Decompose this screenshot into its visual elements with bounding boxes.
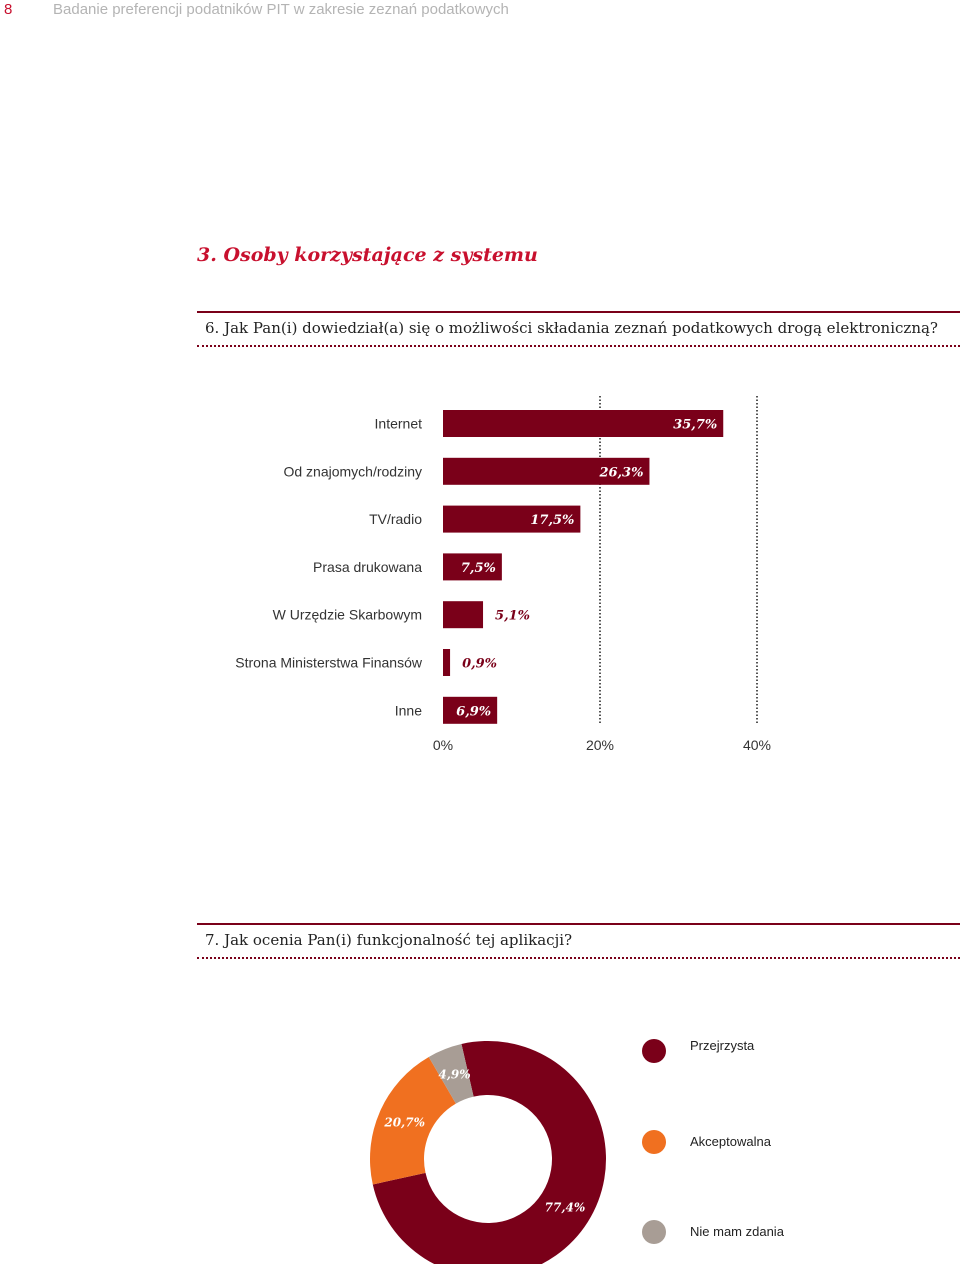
bar-value-label: 35,7% (673, 418, 717, 433)
bar (443, 410, 724, 437)
x-tick-label: 40% (743, 737, 771, 753)
legend-swatch (642, 1130, 666, 1154)
bar (443, 553, 502, 581)
x-tick-label: 0% (433, 737, 453, 753)
legend-label: Akceptowalna (690, 1134, 772, 1149)
bar-value-label: 17,5% (530, 513, 574, 528)
pie-value-label: 77,4% (545, 1201, 586, 1215)
bar-value-label: 5,1% (495, 609, 530, 624)
pie-slice (369, 1056, 456, 1185)
question-6-title: 6. Jak Pan(i) dowiedział(a) się o możliw… (205, 319, 938, 337)
running-title: Badanie preferencji podatników PIT w zak… (53, 1, 509, 18)
question-6-dotted-rule (197, 345, 960, 347)
question-7-top-rule (197, 923, 960, 925)
bar (443, 601, 484, 629)
bar (443, 649, 451, 676)
bar-category-label: TV/radio (369, 511, 422, 527)
bar-value-label: 26,3% (598, 465, 643, 480)
pie-slice (428, 1044, 474, 1104)
bar-category-label: W Urzędzie Skarbowym (273, 607, 422, 623)
pie-value-label: 4,9% (438, 1067, 470, 1081)
section-title: 3. Osoby korzystające z systemu (197, 244, 538, 266)
legend-label: Nie mam zdania (690, 1224, 785, 1239)
question-6-top-rule (197, 311, 960, 313)
bar-category-label: Inne (395, 702, 422, 718)
legend-swatch (642, 1220, 666, 1244)
question-7-dotted-rule (197, 957, 960, 959)
bar (443, 457, 650, 485)
bar-value-label: 0,9% (462, 657, 497, 672)
bar (443, 505, 581, 533)
bar-value-label: 6,9% (456, 704, 491, 719)
page-number: 8 (4, 1, 13, 18)
legend-label: Przejrzysta (690, 1038, 755, 1053)
bar-category-label: Prasa drukowana (313, 559, 422, 575)
bar (443, 696, 498, 724)
legend-swatch (642, 1039, 666, 1063)
bar-category-label: Internet (375, 416, 423, 432)
bar-value-label: 7,5% (461, 561, 496, 576)
pie-slice (372, 1040, 606, 1264)
x-tick-label: 20% (586, 737, 614, 753)
pie-value-label: 20,7% (383, 1115, 425, 1129)
bar-category-label: Strona Ministerstwa Finansów (235, 655, 423, 671)
question-7-title: 7. Jak ocenia Pan(i) funkcjonalność tej … (205, 931, 573, 949)
bar-category-label: Od znajomych/rodziny (283, 463, 422, 479)
